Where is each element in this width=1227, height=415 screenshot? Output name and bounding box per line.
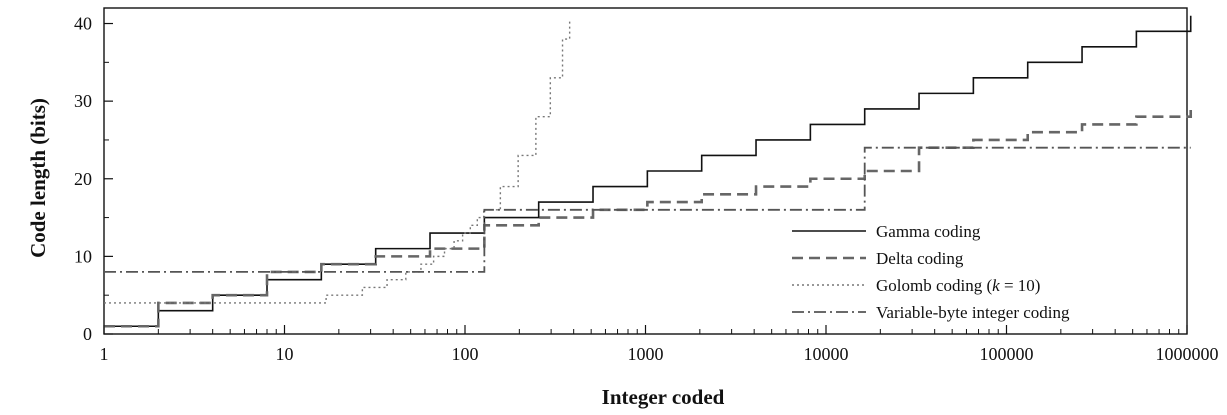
y-tick-label: 10 (74, 246, 92, 266)
series-line-3 (104, 19, 571, 304)
x-tick-label: 10000 (804, 344, 849, 364)
series-line-2 (104, 108, 1193, 328)
legend-label: Golomb coding (k = 10) (876, 276, 1040, 295)
y-tick-label: 40 (74, 14, 92, 34)
axes: 1 10 100 1000 10000 100000 1000000 0 10 20 30 40 (74, 14, 1219, 364)
x-tick-label: 1000000 (1156, 344, 1219, 364)
x-tick-label: 1000 (628, 344, 664, 364)
x-tick-label: 10 (276, 344, 294, 364)
y-axis-title: Code length (bits) (26, 98, 50, 258)
x-tick-label: 100 (452, 344, 479, 364)
series-line-4 (104, 146, 1191, 273)
x-axis-title: Integer coded (602, 385, 725, 409)
series-layer (104, 15, 1193, 328)
y-tick-label: 0 (83, 324, 92, 344)
y-tick-label: 20 (74, 169, 92, 189)
legend-label: Variable-byte integer coding (876, 303, 1070, 322)
x-tick-label: 100000 (980, 344, 1034, 364)
x-tick-label: 1 (100, 344, 109, 364)
y-tick-label: 30 (74, 91, 92, 111)
legend: Gamma coding Delta coding Golomb coding (k… (792, 222, 1070, 322)
legend-label: Gamma coding (876, 222, 981, 241)
legend-label: Delta coding (876, 249, 964, 268)
series-line-1 (104, 15, 1192, 328)
